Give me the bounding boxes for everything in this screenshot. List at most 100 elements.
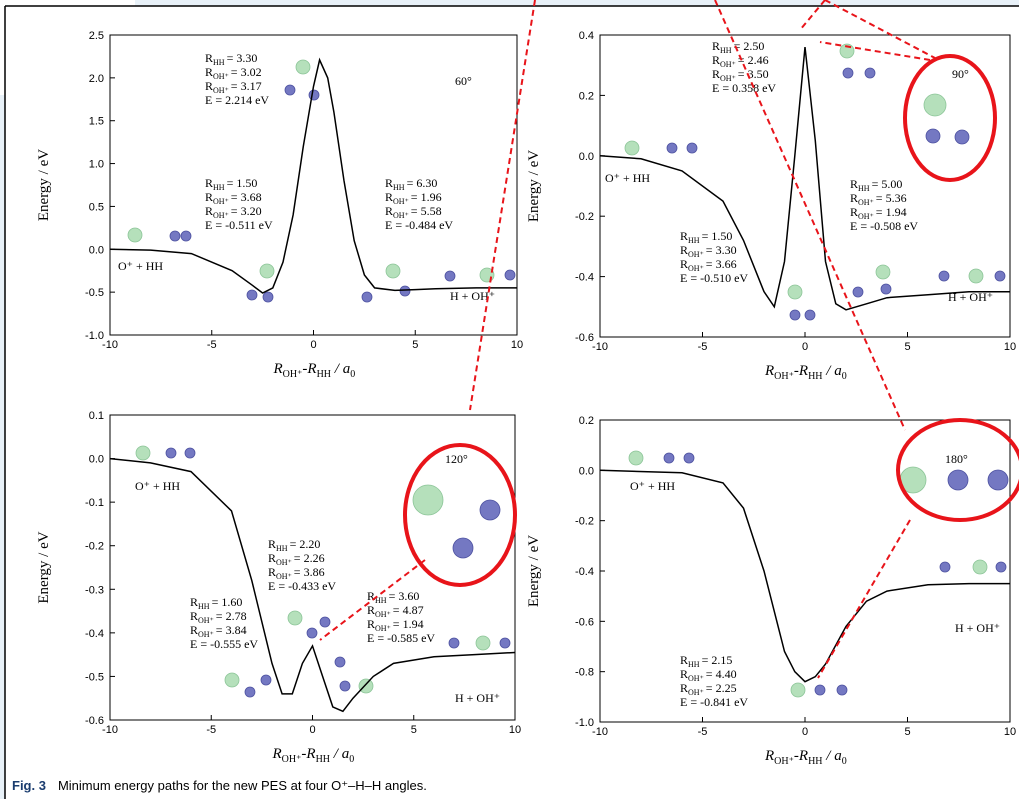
hydrogen-atom (864, 67, 876, 79)
annotation-value: = 2.50 (734, 39, 765, 53)
y-tick-label: 0.0 (579, 151, 594, 163)
oxygen-atom (358, 678, 374, 694)
annotation-value: = 2.46 (738, 53, 769, 67)
annotation-line: E = -0.511 eV (205, 218, 273, 232)
annotation-sub: HH (688, 660, 700, 669)
annotation-symbol: R (190, 623, 198, 637)
x-axis-label: ROH⁺-RHH / a0 (272, 746, 355, 765)
annotation-line: ROH⁺ = 3.02 (205, 65, 262, 81)
annotation-sub: OH⁺ (688, 688, 704, 697)
hydrogen-atom (925, 128, 941, 144)
annotation-line: RHH = 6.30 (385, 176, 437, 192)
annotation-value: = 1.50 (702, 229, 733, 243)
annotation-sub: HH (213, 183, 225, 192)
hydrogen-atom (244, 686, 256, 698)
annotation-value: = 4.87 (393, 603, 424, 617)
annotation-line: RHH = 1.50 (680, 229, 732, 245)
annotation-value: = 3.20 (231, 204, 262, 218)
y-tick-label: 0.2 (579, 90, 594, 102)
annotation-symbol: R (268, 565, 276, 579)
annotation-value: = 3.17 (231, 79, 262, 93)
x-tick-label: 10 (509, 724, 521, 736)
x-axis-label-part: -R (301, 746, 315, 762)
x-axis-label-part: / a (823, 363, 842, 379)
annotation-sub: OH⁺ (213, 72, 229, 81)
hydrogen-atom (165, 447, 177, 459)
x-tick-label: -10 (592, 726, 608, 738)
hydrogen-atom (339, 680, 351, 692)
annotation-line: ROH⁺ = 5.36 (850, 191, 907, 207)
y-tick-label: 0.1 (89, 410, 104, 422)
annotation-line: RHH = 1.50 (205, 176, 257, 192)
highlight-ellipse (896, 418, 1019, 522)
annotation-symbol: R (205, 190, 213, 204)
annotation-sub: OH⁺ (198, 630, 214, 639)
x-axis-label-sub: HH (808, 756, 822, 767)
y-tick-label: 0.0 (89, 244, 104, 256)
panel-label: H + OH⁺ (955, 621, 1000, 635)
annotation-line: ROH⁺ = 3.84 (190, 623, 247, 639)
hydrogen-atom (994, 270, 1006, 282)
x-tick-label: 0 (802, 726, 808, 738)
annotation-value: = 3.50 (738, 67, 769, 81)
y-tick-label: -0.6 (575, 616, 594, 628)
annotation-line: ROH⁺ = 1.96 (385, 190, 442, 206)
hydrogen-atom (938, 270, 950, 282)
x-axis-label-part: R (273, 361, 283, 377)
y-tick-label: 1.5 (89, 116, 104, 128)
hydrogen-atom (954, 129, 970, 145)
x-axis-label-sub: HH (316, 754, 330, 765)
chart: -10 -5 0 5 10 -1.0 -0.5 0.0 0.5 1.0 1.5 2.0 2.5 Energ… (36, 30, 523, 380)
dashed-arrow (714, 0, 906, 431)
hydrogen-atom (852, 286, 864, 298)
hydrogen-atom (479, 499, 501, 521)
annotation-line: E = -0.555 eV (190, 637, 258, 651)
y-tick-label: -0.2 (575, 211, 594, 223)
annotation-sub: HH (393, 183, 405, 192)
x-axis-label-part: -R (302, 361, 316, 377)
highlights (319, 0, 1019, 679)
oxygen-atom (385, 263, 401, 279)
annotation-value: = 1.96 (411, 190, 442, 204)
x-tick-label: 0 (802, 341, 808, 353)
annotation-symbol: R (680, 243, 688, 257)
annotation-symbol: R (205, 176, 213, 190)
x-tick-label: -10 (592, 341, 608, 353)
annotation-sub: OH⁺ (213, 86, 229, 95)
annotation-symbol: R (680, 681, 688, 695)
hydrogen-atom (504, 269, 516, 281)
annotation-sub: OH⁺ (393, 197, 409, 206)
x-tick-label: 5 (904, 726, 910, 738)
annotation-value: = 3.68 (231, 190, 262, 204)
hydrogen-atom (260, 674, 272, 686)
y-tick-label: -0.5 (85, 287, 104, 299)
annotation-value: = 2.78 (216, 609, 247, 623)
annotation-symbol: R (268, 551, 276, 565)
annotation-value: = 3.66 (706, 257, 737, 271)
x-tick-label: -5 (698, 726, 708, 738)
x-tick-label: -5 (207, 339, 217, 351)
x-axis-label-part: R (764, 748, 774, 764)
y-axis-label: Energy / eV (36, 531, 52, 603)
dashed-arrow (799, 0, 826, 31)
annotation-symbol: R (712, 39, 720, 53)
highlight-ellipse (403, 443, 517, 587)
annotation-symbol: R (712, 53, 720, 67)
oxygen-atom (412, 484, 444, 516)
annotation-sub: HH (375, 596, 387, 605)
annotation-line: ROH⁺ = 5.58 (385, 204, 442, 220)
panel-label: 60° (455, 74, 472, 88)
hydrogen-atom (995, 561, 1007, 573)
y-tick-label: -0.4 (85, 628, 104, 640)
y-tick-label: -0.2 (85, 541, 104, 553)
annotation-sub: OH⁺ (213, 197, 229, 206)
x-tick-label: 10 (511, 339, 523, 351)
oxygen-atom (875, 264, 891, 280)
annotation-sub: HH (858, 184, 870, 193)
x-axis-label-part: -R (794, 363, 808, 379)
x-axis-label-sub: HH (317, 369, 331, 380)
x-axis-label-sub: OH⁺ (774, 756, 794, 767)
annotation-sub: OH⁺ (858, 212, 874, 221)
panel-label: O⁺ + HH (135, 479, 180, 493)
